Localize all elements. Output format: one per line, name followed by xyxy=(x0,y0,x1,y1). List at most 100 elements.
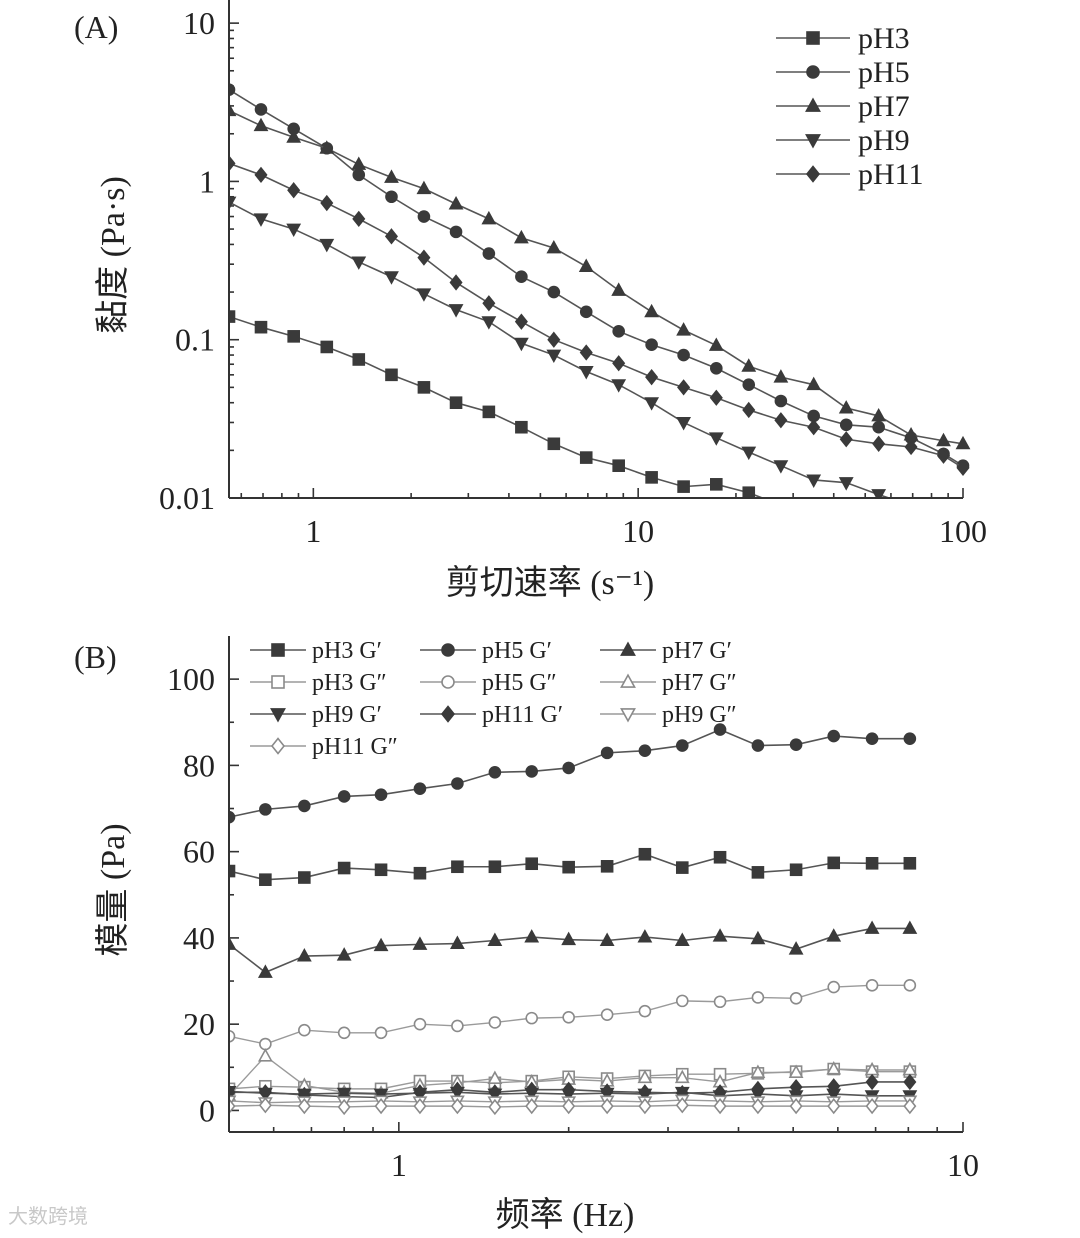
y-tick-label: 40 xyxy=(183,920,215,956)
point-ph11-g-g2 xyxy=(638,1097,652,1115)
point-ph11 xyxy=(807,419,821,436)
point-ph11-g-g2 xyxy=(297,1097,311,1115)
point-ph11-g-g2 xyxy=(525,1097,539,1115)
legend-item-ph3-g-g1: pH3 G′ xyxy=(250,638,382,664)
point-ph7-g-g1 xyxy=(257,964,273,978)
legend-marker-ph7-g-g2 xyxy=(620,673,636,688)
legend-label: pH3 G′ xyxy=(312,638,382,664)
point-ph7-g-g1 xyxy=(561,931,577,946)
legend-item-ph5-g-g2: pH5 G″ xyxy=(420,670,557,696)
point-ph11 xyxy=(904,438,918,456)
point-ph7 xyxy=(384,169,399,183)
point-ph5-g-g2 xyxy=(865,979,879,992)
point-ph7-g-g1 xyxy=(336,947,352,961)
point-ph5-g-g1 xyxy=(259,803,272,816)
legend-item-ph11-g-g2: pH11 G″ xyxy=(250,734,398,760)
point-ph11 xyxy=(287,182,301,199)
panel-b-y-title: 模量 (Pa) xyxy=(94,823,132,956)
panel-a-x-title: 剪切速率 (s⁻¹) xyxy=(446,564,655,602)
point-ph5-g-g2 xyxy=(789,991,803,1005)
point-ph7-g-g1 xyxy=(637,929,653,943)
point-ph5 xyxy=(774,394,788,408)
panel-a-label: (A) xyxy=(74,9,118,45)
series-ph3 xyxy=(229,310,786,511)
point-ph9 xyxy=(838,477,854,491)
y-tick-label: 80 xyxy=(183,747,215,783)
y-tick-label: 0.1 xyxy=(175,322,215,358)
point-ph7-g-g1 xyxy=(373,937,389,952)
point-ph7 xyxy=(319,140,335,154)
point-ph7-g-g2 xyxy=(750,1064,766,1078)
point-ph5 xyxy=(385,190,398,204)
point-ph5-g-g1 xyxy=(827,729,841,743)
x-tick-label: 1 xyxy=(305,513,321,549)
point-ph5-g-g1 xyxy=(675,739,689,752)
legend-item-ph9-g-g2: pH9 G″ xyxy=(600,702,737,728)
point-ph7 xyxy=(448,196,464,210)
point-ph7-g-g1 xyxy=(750,930,766,945)
point-ph11 xyxy=(384,228,399,245)
point-ph11 xyxy=(229,155,236,172)
point-ph11-g-g2 xyxy=(413,1097,427,1115)
legend-item-ph7: pH7 xyxy=(776,90,910,123)
series-ph7 xyxy=(229,102,971,450)
y-tick-label: 0 xyxy=(199,1092,215,1128)
point-ph11 xyxy=(774,412,788,429)
legend-marker-ph11 xyxy=(805,165,821,183)
legend-marker-ph3-g-g1 xyxy=(271,643,285,657)
point-ph7-g-g1 xyxy=(412,936,428,950)
point-ph5-g-g1 xyxy=(600,746,614,760)
point-ph3-g-g1 xyxy=(751,866,765,879)
legend-item-ph3-g-g2: pH3 G″ xyxy=(250,670,387,696)
legend-marker-ph5-g-g1 xyxy=(441,643,455,657)
legend-item-ph3: pH3 xyxy=(776,22,910,55)
point-ph5 xyxy=(229,83,236,96)
point-ph9 xyxy=(871,489,887,498)
point-ph3 xyxy=(449,396,463,410)
point-ph11 xyxy=(547,331,561,348)
point-ph5-g-g2 xyxy=(562,1010,575,1024)
point-ph9 xyxy=(351,256,367,270)
watermark-text: 大数跨境 xyxy=(8,1204,88,1228)
point-ph3 xyxy=(385,368,398,382)
point-ph3-g-g1 xyxy=(675,861,689,874)
point-ph9 xyxy=(384,271,399,285)
point-ph9 xyxy=(481,316,497,330)
point-ph11 xyxy=(612,355,626,372)
point-ph3-g-g1 xyxy=(374,863,388,877)
y-tick-label: 0.01 xyxy=(159,480,215,516)
point-ph5-g-g1 xyxy=(903,732,917,745)
point-ph5 xyxy=(579,305,593,319)
point-ph7-g-g2 xyxy=(826,1061,842,1075)
point-ph5-g-g2 xyxy=(229,1029,236,1043)
point-ph7 xyxy=(708,337,724,351)
point-ph11-g-g1 xyxy=(789,1078,803,1096)
point-ph5-g-g2 xyxy=(713,995,727,1009)
point-ph11 xyxy=(417,249,431,266)
point-ph11 xyxy=(872,435,886,452)
point-ph7-g-g2 xyxy=(674,1069,690,1084)
point-ph7 xyxy=(253,117,269,132)
series-line-ph9 xyxy=(229,201,892,498)
point-ph11 xyxy=(742,401,756,419)
legend-label: pH7 G′ xyxy=(662,638,732,664)
point-ph11 xyxy=(352,210,366,228)
point-ph3-g-g1 xyxy=(562,860,575,874)
point-ph7 xyxy=(546,239,562,254)
series-ph11-g-g2 xyxy=(229,1097,917,1116)
point-ph5-g-g1 xyxy=(713,723,727,736)
series-ph11 xyxy=(229,155,970,477)
point-ph11-g-g2 xyxy=(827,1097,841,1115)
point-ph3 xyxy=(775,500,786,511)
point-ph9 xyxy=(741,446,757,461)
point-ph9 xyxy=(905,501,917,512)
point-ph5 xyxy=(839,418,853,432)
point-ph11-g-g2 xyxy=(751,1097,765,1115)
point-ph9 xyxy=(286,223,302,238)
point-ph5-g-g1 xyxy=(298,799,311,813)
x-tick-label: 10 xyxy=(947,1147,979,1183)
point-ph9 xyxy=(229,196,237,211)
point-ph11 xyxy=(677,379,691,396)
